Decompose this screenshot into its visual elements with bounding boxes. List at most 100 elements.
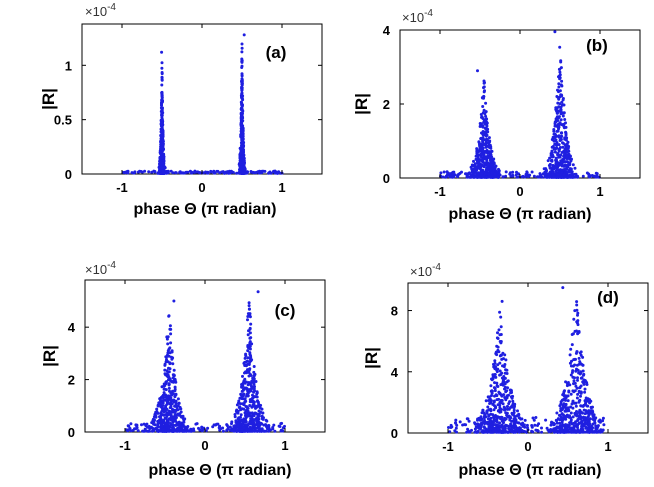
data-point — [571, 375, 575, 379]
data-point — [585, 171, 589, 175]
data-point — [562, 423, 566, 427]
data-point — [162, 391, 166, 395]
data-point — [577, 371, 581, 375]
data-point — [563, 414, 567, 418]
data-point — [516, 421, 520, 425]
data-point — [257, 402, 261, 406]
data-point — [176, 408, 180, 412]
data-point — [550, 421, 554, 425]
data-point — [267, 171, 271, 175]
data-point — [273, 171, 277, 175]
y-tick-label: 2 — [68, 373, 75, 388]
data-point — [476, 154, 480, 158]
data-point — [171, 376, 175, 380]
data-point — [248, 344, 252, 348]
data-point — [184, 170, 188, 174]
data-point — [249, 322, 253, 326]
data-point — [558, 45, 562, 49]
data-point — [169, 391, 173, 395]
data-point — [448, 175, 452, 179]
data-point — [493, 386, 497, 390]
data-point — [484, 156, 488, 160]
data-point — [240, 114, 244, 118]
data-point — [172, 426, 176, 430]
data-point — [493, 381, 496, 385]
data-point — [242, 162, 246, 166]
data-point — [441, 175, 445, 179]
data-point — [502, 380, 506, 384]
data-point — [553, 30, 557, 34]
data-point — [221, 429, 225, 433]
data-point — [161, 404, 165, 408]
data-point — [172, 418, 175, 422]
data-point — [493, 405, 497, 409]
data-point — [595, 172, 599, 176]
data-point — [488, 151, 492, 155]
data-point — [506, 386, 510, 390]
y-axis-label: |R| — [352, 93, 371, 115]
data-point — [494, 414, 497, 417]
y-tick-label: 0 — [65, 167, 72, 182]
data-point — [248, 351, 252, 355]
data-point — [509, 422, 513, 426]
x-axis-label: phase Θ (π radian) — [149, 462, 292, 479]
data-point — [555, 411, 559, 415]
data-point — [512, 408, 516, 412]
data-point — [244, 416, 248, 420]
data-point — [242, 426, 246, 430]
y-tick-label: 0 — [391, 426, 398, 441]
data-point — [166, 422, 169, 425]
data-point — [247, 301, 251, 305]
data-point — [165, 407, 168, 411]
data-point — [503, 387, 506, 391]
data-point — [516, 409, 519, 413]
plot-area — [84, 279, 326, 433]
data-point — [596, 425, 600, 429]
data-point — [178, 427, 182, 431]
data-point — [473, 422, 477, 426]
data-point — [136, 429, 140, 433]
data-point — [238, 405, 242, 409]
data-point — [153, 170, 157, 174]
data-point — [490, 149, 494, 153]
data-point — [484, 145, 488, 149]
data-point — [251, 424, 255, 428]
data-point — [489, 419, 493, 423]
data-point — [483, 418, 486, 422]
data-point — [584, 430, 588, 434]
data-point — [160, 78, 164, 82]
data-point — [256, 170, 260, 174]
data-point — [470, 428, 473, 432]
data-point — [502, 357, 505, 361]
data-point — [523, 418, 527, 422]
data-point — [590, 174, 594, 177]
data-point — [496, 427, 500, 431]
data-point — [559, 402, 563, 406]
x-tick-label: 0 — [198, 180, 205, 195]
data-point — [256, 290, 260, 294]
data-point — [559, 112, 563, 116]
data-point — [250, 170, 254, 174]
panel-label: (c) — [275, 301, 296, 320]
data-point — [579, 394, 582, 398]
data-point — [500, 408, 503, 411]
data-point — [155, 407, 159, 411]
data-point — [272, 423, 276, 427]
data-point — [171, 429, 175, 433]
data-point — [570, 343, 574, 347]
data-point — [576, 425, 579, 429]
x-tick-label: 0 — [201, 438, 208, 453]
data-point — [564, 138, 568, 142]
data-point — [562, 405, 565, 409]
data-point — [482, 79, 486, 83]
data-point — [567, 389, 571, 393]
data-point — [543, 173, 547, 177]
data-point — [531, 416, 535, 420]
data-point — [563, 389, 566, 393]
data-point — [173, 389, 177, 393]
data-point — [244, 423, 248, 427]
data-point — [490, 391, 494, 395]
data-point — [186, 425, 190, 428]
data-point — [532, 174, 536, 178]
data-point — [575, 303, 579, 307]
